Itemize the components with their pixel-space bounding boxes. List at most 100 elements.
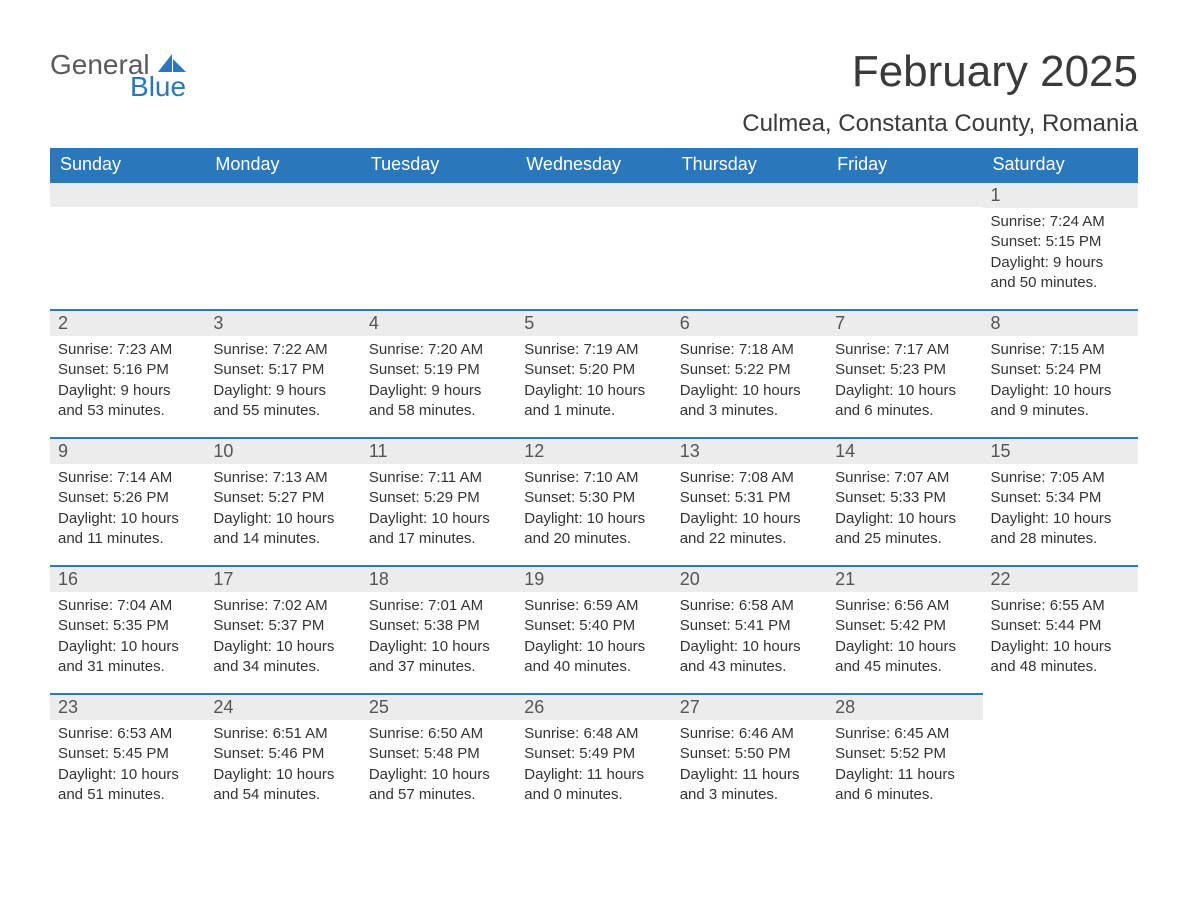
logo: General Blue: [50, 50, 186, 101]
sunset-text: Sunset: 5:33 PM: [835, 488, 974, 508]
day-number: 21: [827, 565, 982, 592]
day-header: Tuesday: [361, 148, 516, 181]
sunset-text: Sunset: 5:40 PM: [524, 616, 663, 636]
calendar-cell: 18Sunrise: 7:01 AMSunset: 5:38 PMDayligh…: [361, 565, 516, 693]
day-details: Sunrise: 7:02 AMSunset: 5:37 PMDaylight:…: [205, 592, 360, 685]
empty-day: [672, 181, 827, 207]
calendar-cell: 20Sunrise: 6:58 AMSunset: 5:41 PMDayligh…: [672, 565, 827, 693]
daylight-text: Daylight: 10 hours and 25 minutes.: [835, 509, 974, 550]
day-details: Sunrise: 7:24 AMSunset: 5:15 PMDaylight:…: [983, 208, 1138, 301]
calendar-cell: 2Sunrise: 7:23 AMSunset: 5:16 PMDaylight…: [50, 309, 205, 437]
day-details: Sunrise: 7:10 AMSunset: 5:30 PMDaylight:…: [516, 464, 671, 557]
sunset-text: Sunset: 5:15 PM: [991, 232, 1130, 252]
day-details: Sunrise: 7:15 AMSunset: 5:24 PMDaylight:…: [983, 336, 1138, 429]
day-number: 2: [50, 309, 205, 336]
sunset-text: Sunset: 5:23 PM: [835, 360, 974, 380]
empty-day: [827, 181, 982, 207]
sunrise-text: Sunrise: 7:11 AM: [369, 468, 508, 488]
daylight-text: Daylight: 9 hours and 55 minutes.: [213, 381, 352, 422]
calendar-cell: 15Sunrise: 7:05 AMSunset: 5:34 PMDayligh…: [983, 437, 1138, 565]
day-number: 26: [516, 693, 671, 720]
daylight-text: Daylight: 9 hours and 58 minutes.: [369, 381, 508, 422]
daylight-text: Daylight: 10 hours and 11 minutes.: [58, 509, 197, 550]
daylight-text: Daylight: 10 hours and 28 minutes.: [991, 509, 1130, 550]
sunrise-text: Sunrise: 6:56 AM: [835, 596, 974, 616]
calendar-week: 9Sunrise: 7:14 AMSunset: 5:26 PMDaylight…: [50, 437, 1138, 565]
day-details: Sunrise: 7:22 AMSunset: 5:17 PMDaylight:…: [205, 336, 360, 429]
sunrise-text: Sunrise: 7:22 AM: [213, 340, 352, 360]
sunset-text: Sunset: 5:44 PM: [991, 616, 1130, 636]
day-header: Sunday: [50, 148, 205, 181]
day-details: Sunrise: 6:51 AMSunset: 5:46 PMDaylight:…: [205, 720, 360, 813]
calendar-cell: 27Sunrise: 6:46 AMSunset: 5:50 PMDayligh…: [672, 693, 827, 821]
page-title: February 2025: [742, 50, 1138, 94]
sunset-text: Sunset: 5:27 PM: [213, 488, 352, 508]
sunset-text: Sunset: 5:35 PM: [58, 616, 197, 636]
daylight-text: Daylight: 10 hours and 40 minutes.: [524, 637, 663, 678]
day-details: Sunrise: 6:53 AMSunset: 5:45 PMDaylight:…: [50, 720, 205, 813]
sunrise-text: Sunrise: 7:15 AM: [991, 340, 1130, 360]
daylight-text: Daylight: 10 hours and 57 minutes.: [369, 765, 508, 806]
daylight-text: Daylight: 10 hours and 31 minutes.: [58, 637, 197, 678]
day-number: 27: [672, 693, 827, 720]
sunrise-text: Sunrise: 7:04 AM: [58, 596, 197, 616]
sunset-text: Sunset: 5:42 PM: [835, 616, 974, 636]
daylight-text: Daylight: 10 hours and 17 minutes.: [369, 509, 508, 550]
calendar-cell: 7Sunrise: 7:17 AMSunset: 5:23 PMDaylight…: [827, 309, 982, 437]
logo-blue-text: Blue: [130, 71, 186, 102]
empty-day: [50, 181, 205, 207]
calendar-cell: 24Sunrise: 6:51 AMSunset: 5:46 PMDayligh…: [205, 693, 360, 821]
sunrise-text: Sunrise: 7:02 AM: [213, 596, 352, 616]
daylight-text: Daylight: 9 hours and 53 minutes.: [58, 381, 197, 422]
empty-day: [205, 181, 360, 207]
day-details: Sunrise: 6:48 AMSunset: 5:49 PMDaylight:…: [516, 720, 671, 813]
sunset-text: Sunset: 5:22 PM: [680, 360, 819, 380]
daylight-text: Daylight: 10 hours and 48 minutes.: [991, 637, 1130, 678]
sunset-text: Sunset: 5:37 PM: [213, 616, 352, 636]
sunrise-text: Sunrise: 6:58 AM: [680, 596, 819, 616]
sunrise-text: Sunrise: 6:45 AM: [835, 724, 974, 744]
day-details: Sunrise: 7:17 AMSunset: 5:23 PMDaylight:…: [827, 336, 982, 429]
daylight-text: Daylight: 10 hours and 37 minutes.: [369, 637, 508, 678]
day-header: Thursday: [672, 148, 827, 181]
calendar-cell: 26Sunrise: 6:48 AMSunset: 5:49 PMDayligh…: [516, 693, 671, 821]
day-number: 28: [827, 693, 982, 720]
sunrise-text: Sunrise: 7:20 AM: [369, 340, 508, 360]
sunrise-text: Sunrise: 6:53 AM: [58, 724, 197, 744]
calendar-cell: 13Sunrise: 7:08 AMSunset: 5:31 PMDayligh…: [672, 437, 827, 565]
sunset-text: Sunset: 5:29 PM: [369, 488, 508, 508]
day-number: 1: [983, 181, 1138, 208]
sunrise-text: Sunrise: 7:14 AM: [58, 468, 197, 488]
calendar-cell: 28 Sunrise: 6:45 AMSunset: 5:52 PMDayligh…: [827, 693, 982, 821]
sunrise-text: Sunrise: 7:01 AM: [369, 596, 508, 616]
day-details: Sunrise: 7:14 AMSunset: 5:26 PMDaylight:…: [50, 464, 205, 557]
day-number: 16: [50, 565, 205, 592]
daylight-text: Daylight: 10 hours and 20 minutes.: [524, 509, 663, 550]
day-details: Sunrise: 7:07 AMSunset: 5:33 PMDaylight:…: [827, 464, 982, 557]
sunrise-text: Sunrise: 7:24 AM: [991, 212, 1130, 232]
header: General Blue February 2025 Culmea, Const…: [50, 50, 1138, 148]
day-number: 18: [361, 565, 516, 592]
day-number: 10: [205, 437, 360, 464]
daylight-text: Daylight: 11 hours and 6 minutes.: [835, 765, 974, 806]
daylight-text: Daylight: 10 hours and 3 minutes.: [680, 381, 819, 422]
calendar-cell: [50, 181, 205, 309]
calendar-cell: 19Sunrise: 6:59 AMSunset: 5:40 PMDayligh…: [516, 565, 671, 693]
sunset-text: Sunset: 5:52 PM: [835, 744, 974, 764]
calendar-cell: 25Sunrise: 6:50 AMSunset: 5:48 PMDayligh…: [361, 693, 516, 821]
day-number: 11: [361, 437, 516, 464]
day-details: Sunrise: 7:18 AMSunset: 5:22 PMDaylight:…: [672, 336, 827, 429]
sunset-text: Sunset: 5:46 PM: [213, 744, 352, 764]
sunrise-text: Sunrise: 6:50 AM: [369, 724, 508, 744]
calendar-cell: [983, 693, 1138, 821]
calendar-cell: [205, 181, 360, 309]
sunset-text: Sunset: 5:19 PM: [369, 360, 508, 380]
sunset-text: Sunset: 5:24 PM: [991, 360, 1130, 380]
sunrise-text: Sunrise: 7:05 AM: [991, 468, 1130, 488]
calendar-cell: 11 Sunrise: 7:11 AMSunset: 5:29 PMDayligh…: [361, 437, 516, 565]
day-details: Sunrise: 6:56 AMSunset: 5:42 PMDaylight:…: [827, 592, 982, 685]
sunset-text: Sunset: 5:20 PM: [524, 360, 663, 380]
calendar-cell: 10Sunrise: 7:13 AMSunset: 5:27 PMDayligh…: [205, 437, 360, 565]
daylight-text: Daylight: 11 hours and 0 minutes.: [524, 765, 663, 806]
day-header: Monday: [205, 148, 360, 181]
